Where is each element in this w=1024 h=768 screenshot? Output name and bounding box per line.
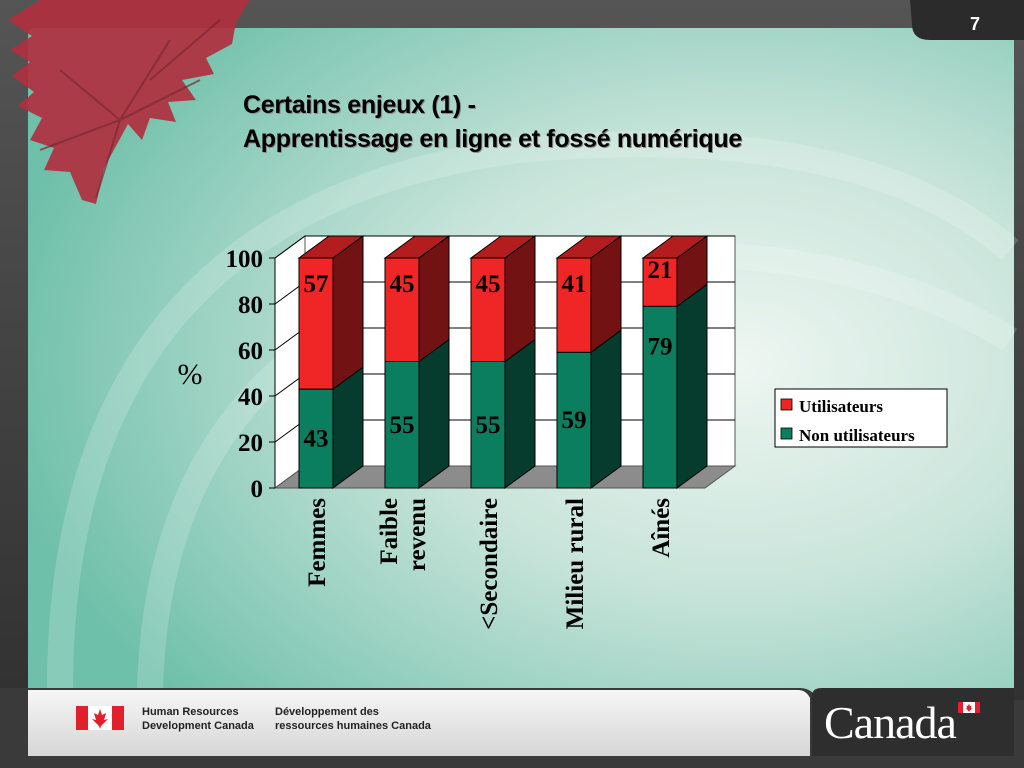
data-label: 79 — [648, 333, 673, 360]
category-label: <Secondaire — [476, 498, 503, 630]
footer-en-line-2: Development Canada — [142, 720, 254, 732]
data-label: 45 — [476, 271, 501, 298]
data-label: 55 — [390, 412, 415, 439]
data-label: 59 — [562, 407, 587, 434]
bar-segment — [556, 257, 592, 353]
chart-legend: Utilisateurs Non utilisateurs — [774, 388, 948, 448]
data-label: 55 — [476, 412, 501, 439]
y-tick-label: 80 — [238, 292, 263, 319]
bar-segment — [470, 361, 506, 489]
footer-french-name: Développement des ressources humaines Ca… — [275, 705, 431, 733]
wordmark-flag-icon — [958, 702, 980, 713]
legend-label-non-utilisateurs: Non utilisateurs — [799, 426, 915, 445]
canada-wordmark: Canada — [824, 697, 957, 748]
data-label: 21 — [648, 257, 673, 284]
bar-segment — [384, 257, 420, 362]
y-tick-label: 100 — [226, 246, 264, 273]
data-label: 45 — [390, 271, 415, 298]
stacked-bar-chart: 0 20 40 60 80 100% 43 57 Femmes 55 45 Faible revenu 5… — [178, 235, 737, 630]
bar-side — [590, 329, 622, 489]
bar-segment — [642, 257, 678, 307]
y-axis-label: % — [178, 358, 203, 391]
bar-side — [332, 235, 364, 391]
legend-swatch-non-utilisateurs — [780, 427, 793, 440]
category-label: Aînés — [648, 498, 675, 558]
page-number: 7 — [969, 14, 980, 34]
footer-fr-line-2: ressources humaines Canada — [275, 720, 431, 732]
y-tick-label: 40 — [238, 384, 263, 411]
y-tick-label: 60 — [238, 338, 263, 365]
legend-label-utilisateurs: Utilisateurs — [799, 397, 883, 416]
footer-fr-line-1: Développement des — [275, 706, 379, 718]
data-label: 57 — [304, 271, 329, 298]
data-label: 43 — [304, 426, 329, 453]
bar-side — [504, 338, 536, 489]
maple-leaf-decoration — [8, 0, 250, 204]
bar-segment — [298, 257, 334, 390]
category-label: Faible — [376, 498, 403, 565]
bar-segment — [384, 361, 420, 489]
canada-flag-icon — [76, 706, 124, 730]
bar-segment — [470, 257, 506, 362]
footer-en-line-1: Human Resources — [142, 706, 239, 718]
y-tick-label: 20 — [238, 430, 263, 457]
category-label: Milieu rural — [562, 498, 589, 629]
title-line-2: Apprentissage en ligne et fossé numériqu… — [243, 125, 742, 153]
title-line-1: Certains enjeux (1) - — [243, 91, 476, 119]
slide-title: Certains enjeux (1) - Apprentissage en l… — [243, 88, 742, 156]
data-label: 41 — [562, 271, 587, 298]
legend-swatch-utilisateurs — [780, 398, 793, 411]
category-label: Femmes — [304, 498, 331, 587]
footer-english-name: Human Resources Development Canada — [142, 705, 254, 733]
bar-side — [676, 283, 708, 489]
bar-side — [418, 338, 450, 489]
category-label: revenu — [404, 498, 431, 571]
y-tick-label: 0 — [251, 476, 264, 503]
